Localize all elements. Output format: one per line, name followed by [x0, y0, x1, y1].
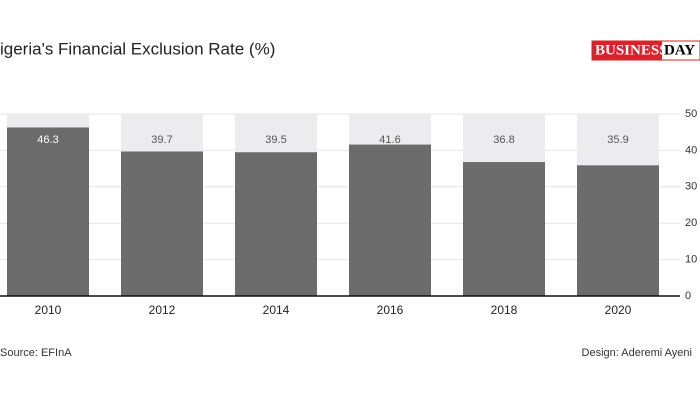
x-tick-label: 2018 — [491, 303, 518, 317]
bar — [7, 127, 89, 296]
bar — [577, 165, 659, 296]
logo-right: DAY — [664, 42, 695, 58]
source: Source: EFInA — [0, 347, 72, 359]
value-label: 46.3 — [37, 134, 58, 146]
x-tick-label: 2014 — [263, 303, 290, 317]
x-tick-label: 2012 — [149, 303, 176, 317]
value-label: 41.6 — [379, 134, 400, 146]
y-tick-label: 0 — [685, 290, 691, 302]
bar — [349, 144, 431, 296]
y-tick-label: 50 — [685, 108, 697, 120]
y-tick-label: 10 — [685, 254, 697, 266]
logo-box — [592, 41, 662, 60]
logo-left: BUSINESS — [595, 42, 668, 58]
value-label: 39.7 — [151, 134, 172, 146]
x-tick-label: 2020 — [605, 303, 632, 317]
chart-title: igeria's Financial Exclusion Rate (%) — [0, 39, 275, 58]
y-tick-label: 30 — [685, 181, 697, 193]
y-tick-label: 40 — [685, 144, 697, 156]
x-tick-label: 2016 — [377, 303, 404, 317]
value-label: 36.8 — [493, 134, 514, 146]
value-label: 35.9 — [607, 134, 628, 146]
bar — [121, 151, 203, 296]
logo-frame — [591, 40, 700, 61]
value-label: 39.5 — [265, 134, 286, 146]
credit: Design: Aderemi Ayeni — [582, 347, 692, 359]
y-tick-label: 20 — [685, 217, 697, 229]
bar — [235, 152, 317, 296]
x-tick-label: 2010 — [35, 303, 62, 317]
bar — [463, 162, 545, 296]
